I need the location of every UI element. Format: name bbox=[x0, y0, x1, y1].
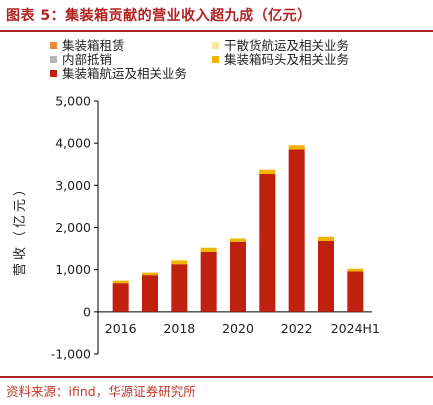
bar-segment bbox=[288, 149, 305, 312]
x-tick-label: 2020 bbox=[222, 321, 254, 336]
bar-segment bbox=[347, 268, 364, 272]
y-tick-label: -1,000 bbox=[51, 347, 91, 362]
y-tick-label: 4,000 bbox=[55, 136, 91, 151]
bar-segment bbox=[230, 241, 246, 312]
bars bbox=[112, 145, 364, 312]
source-note: 资料来源：ifind，华源证券研究所 bbox=[6, 384, 196, 399]
bar-segment bbox=[288, 145, 305, 150]
legend-swatch bbox=[50, 70, 57, 77]
bar-segment bbox=[259, 169, 276, 174]
y-tick-label: 1,000 bbox=[55, 262, 91, 277]
legend-label: 集装箱码头及相关业务 bbox=[224, 52, 349, 67]
bar-segment bbox=[142, 275, 158, 312]
bar-segment bbox=[230, 238, 246, 242]
bar-segment bbox=[200, 251, 217, 312]
x-tick-labels: 2016 2018 2020 2022 2024H1 bbox=[105, 321, 380, 336]
legend-label: 内部抵销 bbox=[62, 52, 112, 67]
legend-swatch bbox=[212, 42, 219, 49]
y-tick-label: 5,000 bbox=[55, 94, 91, 109]
source-rule bbox=[0, 376, 433, 378]
bar-segment bbox=[318, 236, 334, 241]
bar-segment bbox=[171, 260, 188, 265]
x-tick-label: 2022 bbox=[281, 321, 313, 336]
bar-segment bbox=[259, 173, 276, 312]
y-tick-label: 0 bbox=[83, 304, 91, 319]
axes: -1,000 0 1,000 2,000 3,000 4,000 5,000 bbox=[51, 94, 372, 362]
title-rule bbox=[0, 30, 433, 32]
bar-segment bbox=[142, 272, 158, 276]
y-axis-label: 营收（亿元） bbox=[13, 180, 28, 276]
x-tick-label: 2018 bbox=[163, 321, 195, 336]
bar-segment bbox=[171, 264, 188, 312]
legend-label: 集装箱航运及相关业务 bbox=[62, 66, 187, 81]
x-tick-label: 2016 bbox=[105, 321, 137, 336]
legend-swatch bbox=[212, 56, 219, 63]
bar-segment bbox=[112, 280, 129, 284]
bar-segment bbox=[347, 271, 364, 312]
legend-swatch bbox=[50, 56, 57, 63]
y-tick-label: 3,000 bbox=[55, 178, 91, 193]
y-tick-label: 2,000 bbox=[55, 220, 91, 235]
figure-title: 图表 5：集装箱贡献的营业收入超九成（亿元） bbox=[6, 8, 312, 24]
legend-label: 干散货航运及相关业务 bbox=[224, 38, 349, 53]
x-tick-label: 2024H1 bbox=[331, 321, 380, 336]
bar-segment bbox=[200, 247, 217, 252]
bar-segment bbox=[112, 283, 129, 312]
legend-label: 集装箱租赁 bbox=[62, 38, 125, 53]
bar-segment bbox=[318, 240, 334, 312]
legend-swatch bbox=[50, 42, 57, 49]
